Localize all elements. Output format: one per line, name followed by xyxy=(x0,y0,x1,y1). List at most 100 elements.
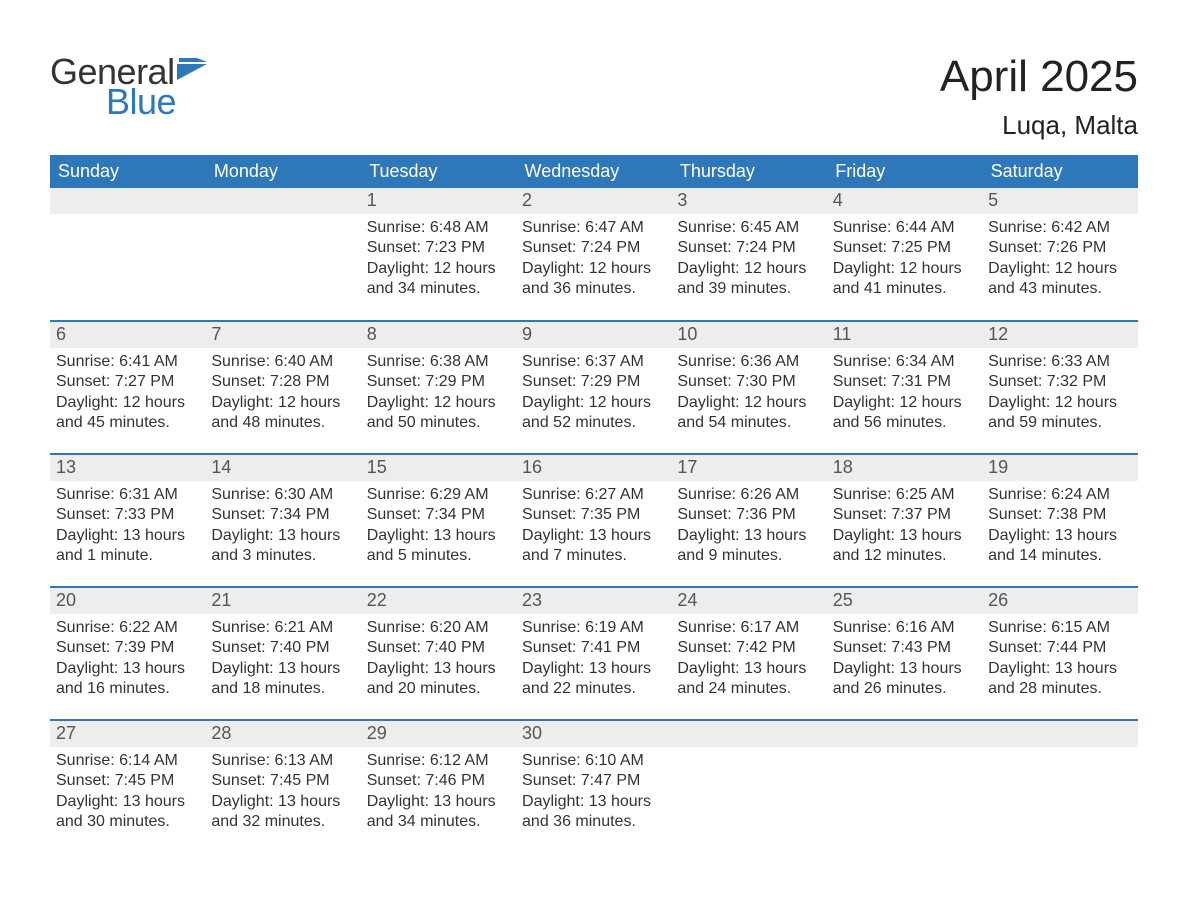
logo: General Blue xyxy=(50,54,211,120)
calendar-cell: 29Sunrise: 6:12 AMSunset: 7:46 PMDayligh… xyxy=(361,720,516,853)
day-number: 26 xyxy=(982,588,1137,614)
daylight-text: Daylight: 13 hours and 36 minutes. xyxy=(522,792,665,833)
day-details: Sunrise: 6:36 AMSunset: 7:30 PMDaylight:… xyxy=(671,348,826,442)
calendar-cell: 5Sunrise: 6:42 AMSunset: 7:26 PMDaylight… xyxy=(982,188,1137,321)
day-number: 20 xyxy=(50,588,205,614)
day-number: 30 xyxy=(516,721,671,747)
calendar-cell-empty xyxy=(671,720,826,853)
day-details: Sunrise: 6:33 AMSunset: 7:32 PMDaylight:… xyxy=(982,348,1137,442)
daylight-text: Daylight: 13 hours and 32 minutes. xyxy=(211,792,354,833)
daylight-text: Daylight: 13 hours and 16 minutes. xyxy=(56,659,199,700)
day-details xyxy=(671,747,826,837)
calendar-cell: 4Sunrise: 6:44 AMSunset: 7:25 PMDaylight… xyxy=(827,188,982,321)
calendar-cell: 19Sunrise: 6:24 AMSunset: 7:38 PMDayligh… xyxy=(982,454,1137,587)
daylight-text: Daylight: 13 hours and 14 minutes. xyxy=(988,526,1131,567)
daylight-text: Daylight: 12 hours and 48 minutes. xyxy=(211,393,354,434)
title-block: April 2025 Luqa, Malta xyxy=(940,54,1138,141)
sunrise-text: Sunrise: 6:22 AM xyxy=(56,618,199,638)
sunrise-text: Sunrise: 6:36 AM xyxy=(677,352,820,372)
day-number xyxy=(827,721,982,747)
calendar-cell: 20Sunrise: 6:22 AMSunset: 7:39 PMDayligh… xyxy=(50,587,205,720)
sunrise-text: Sunrise: 6:29 AM xyxy=(367,485,510,505)
sunset-text: Sunset: 7:43 PM xyxy=(833,638,976,658)
calendar-cell: 8Sunrise: 6:38 AMSunset: 7:29 PMDaylight… xyxy=(361,321,516,454)
daylight-text: Daylight: 12 hours and 45 minutes. xyxy=(56,393,199,434)
sunset-text: Sunset: 7:46 PM xyxy=(367,771,510,791)
sunrise-text: Sunrise: 6:26 AM xyxy=(677,485,820,505)
sunset-text: Sunset: 7:40 PM xyxy=(367,638,510,658)
sunrise-text: Sunrise: 6:10 AM xyxy=(522,751,665,771)
calendar-cell: 24Sunrise: 6:17 AMSunset: 7:42 PMDayligh… xyxy=(671,587,826,720)
day-details xyxy=(50,214,205,304)
day-number: 8 xyxy=(361,322,516,348)
sunrise-text: Sunrise: 6:45 AM xyxy=(677,218,820,238)
calendar-cell: 26Sunrise: 6:15 AMSunset: 7:44 PMDayligh… xyxy=(982,587,1137,720)
day-number xyxy=(982,721,1137,747)
sunrise-text: Sunrise: 6:25 AM xyxy=(833,485,976,505)
sunset-text: Sunset: 7:34 PM xyxy=(367,505,510,525)
weekday-header: Saturday xyxy=(982,155,1137,188)
daylight-text: Daylight: 13 hours and 28 minutes. xyxy=(988,659,1131,700)
day-details: Sunrise: 6:29 AMSunset: 7:34 PMDaylight:… xyxy=(361,481,516,575)
sunset-text: Sunset: 7:37 PM xyxy=(833,505,976,525)
sunset-text: Sunset: 7:35 PM xyxy=(522,505,665,525)
sunset-text: Sunset: 7:27 PM xyxy=(56,372,199,392)
calendar-cell: 10Sunrise: 6:36 AMSunset: 7:30 PMDayligh… xyxy=(671,321,826,454)
day-details: Sunrise: 6:10 AMSunset: 7:47 PMDaylight:… xyxy=(516,747,671,841)
calendar-cell-empty xyxy=(982,720,1137,853)
sunrise-text: Sunrise: 6:38 AM xyxy=(367,352,510,372)
calendar-week-row: 27Sunrise: 6:14 AMSunset: 7:45 PMDayligh… xyxy=(50,720,1138,853)
logo-word-blue: Blue xyxy=(50,84,211,120)
sunset-text: Sunset: 7:36 PM xyxy=(677,505,820,525)
daylight-text: Daylight: 13 hours and 12 minutes. xyxy=(833,526,976,567)
day-number: 11 xyxy=(827,322,982,348)
sunrise-text: Sunrise: 6:48 AM xyxy=(367,218,510,238)
day-details: Sunrise: 6:47 AMSunset: 7:24 PMDaylight:… xyxy=(516,214,671,308)
sunrise-text: Sunrise: 6:27 AM xyxy=(522,485,665,505)
sunrise-text: Sunrise: 6:34 AM xyxy=(833,352,976,372)
day-details xyxy=(205,214,360,304)
day-details: Sunrise: 6:15 AMSunset: 7:44 PMDaylight:… xyxy=(982,614,1137,708)
sunrise-text: Sunrise: 6:13 AM xyxy=(211,751,354,771)
calendar-cell-empty xyxy=(827,720,982,853)
day-details: Sunrise: 6:42 AMSunset: 7:26 PMDaylight:… xyxy=(982,214,1137,308)
day-details: Sunrise: 6:38 AMSunset: 7:29 PMDaylight:… xyxy=(361,348,516,442)
sunset-text: Sunset: 7:26 PM xyxy=(988,238,1131,258)
day-details: Sunrise: 6:40 AMSunset: 7:28 PMDaylight:… xyxy=(205,348,360,442)
weekday-header: Tuesday xyxy=(361,155,516,188)
day-details: Sunrise: 6:45 AMSunset: 7:24 PMDaylight:… xyxy=(671,214,826,308)
daylight-text: Daylight: 13 hours and 1 minute. xyxy=(56,526,199,567)
day-number: 4 xyxy=(827,188,982,214)
calendar-cell: 18Sunrise: 6:25 AMSunset: 7:37 PMDayligh… xyxy=(827,454,982,587)
day-number: 24 xyxy=(671,588,826,614)
daylight-text: Daylight: 13 hours and 26 minutes. xyxy=(833,659,976,700)
calendar-cell: 13Sunrise: 6:31 AMSunset: 7:33 PMDayligh… xyxy=(50,454,205,587)
calendar-cell: 14Sunrise: 6:30 AMSunset: 7:34 PMDayligh… xyxy=(205,454,360,587)
daylight-text: Daylight: 12 hours and 52 minutes. xyxy=(522,393,665,434)
day-details: Sunrise: 6:30 AMSunset: 7:34 PMDaylight:… xyxy=(205,481,360,575)
sunset-text: Sunset: 7:40 PM xyxy=(211,638,354,658)
daylight-text: Daylight: 13 hours and 34 minutes. xyxy=(367,792,510,833)
daylight-text: Daylight: 13 hours and 7 minutes. xyxy=(522,526,665,567)
calendar-cell: 1Sunrise: 6:48 AMSunset: 7:23 PMDaylight… xyxy=(361,188,516,321)
calendar-cell: 28Sunrise: 6:13 AMSunset: 7:45 PMDayligh… xyxy=(205,720,360,853)
daylight-text: Daylight: 13 hours and 9 minutes. xyxy=(677,526,820,567)
calendar-cell: 27Sunrise: 6:14 AMSunset: 7:45 PMDayligh… xyxy=(50,720,205,853)
day-details: Sunrise: 6:27 AMSunset: 7:35 PMDaylight:… xyxy=(516,481,671,575)
day-number: 14 xyxy=(205,455,360,481)
day-number: 23 xyxy=(516,588,671,614)
sunset-text: Sunset: 7:23 PM xyxy=(367,238,510,258)
day-details: Sunrise: 6:25 AMSunset: 7:37 PMDaylight:… xyxy=(827,481,982,575)
sunset-text: Sunset: 7:47 PM xyxy=(522,771,665,791)
calendar-cell: 9Sunrise: 6:37 AMSunset: 7:29 PMDaylight… xyxy=(516,321,671,454)
day-details: Sunrise: 6:41 AMSunset: 7:27 PMDaylight:… xyxy=(50,348,205,442)
day-details: Sunrise: 6:20 AMSunset: 7:40 PMDaylight:… xyxy=(361,614,516,708)
daylight-text: Daylight: 12 hours and 39 minutes. xyxy=(677,259,820,300)
day-details: Sunrise: 6:14 AMSunset: 7:45 PMDaylight:… xyxy=(50,747,205,841)
sunset-text: Sunset: 7:29 PM xyxy=(522,372,665,392)
sunset-text: Sunset: 7:32 PM xyxy=(988,372,1131,392)
calendar-cell: 3Sunrise: 6:45 AMSunset: 7:24 PMDaylight… xyxy=(671,188,826,321)
sunrise-text: Sunrise: 6:19 AM xyxy=(522,618,665,638)
calendar-cell: 11Sunrise: 6:34 AMSunset: 7:31 PMDayligh… xyxy=(827,321,982,454)
page-header: General Blue April 2025 Luqa, Malta xyxy=(50,54,1138,141)
